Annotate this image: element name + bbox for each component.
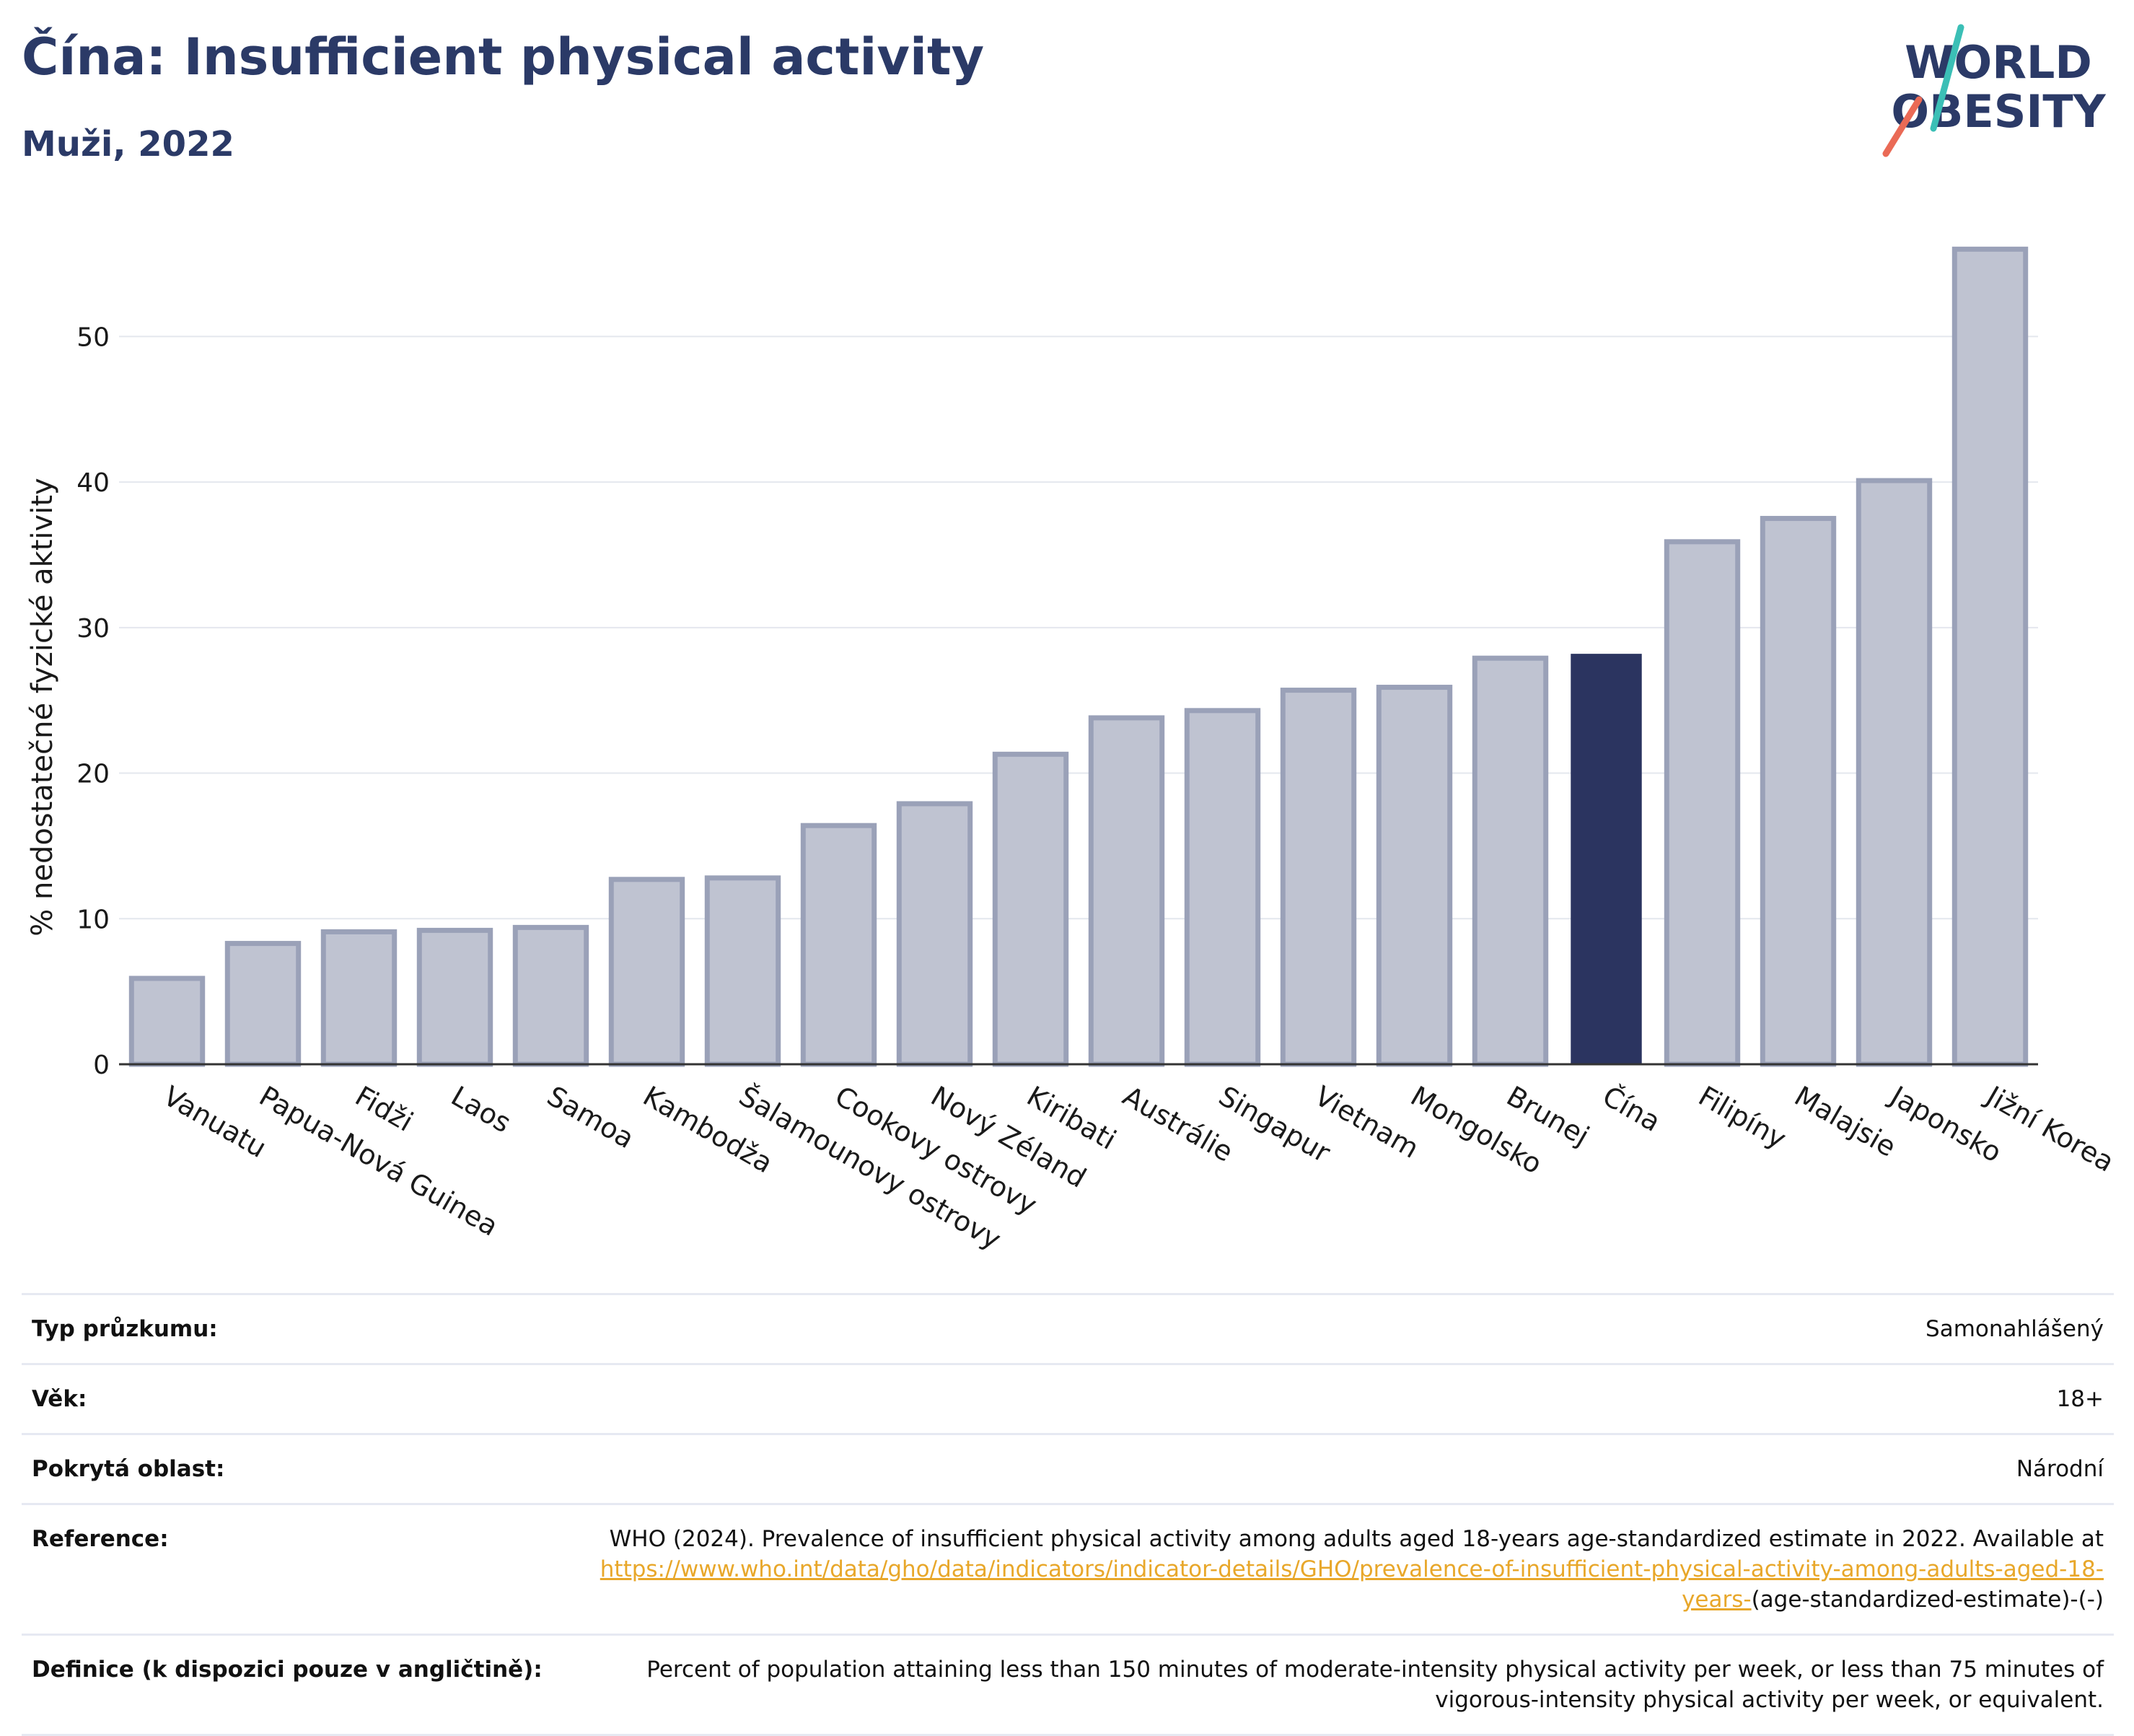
x-tick-label: Fidži: [350, 1080, 418, 1138]
y-tick-label: 0: [93, 1051, 110, 1080]
bars: [128, 246, 2029, 1067]
bar: [1184, 708, 1261, 1067]
info-value: Národní: [552, 1433, 2114, 1505]
logo-slash-coral: [1882, 96, 1923, 157]
info-value: 18+: [552, 1363, 2114, 1435]
x-tick-label: Jižní Korea: [1980, 1079, 2120, 1178]
info-key: Definice (k dispozici pouze v angličtině…: [22, 1634, 553, 1736]
bar: [1472, 655, 1549, 1067]
info-row-coverage: Pokrytá oblast: Národní: [22, 1433, 2114, 1505]
y-tick-label: 40: [76, 468, 110, 498]
bar: [896, 801, 973, 1067]
bar: [416, 927, 493, 1067]
x-tick-label: Samoa: [542, 1080, 639, 1155]
bar: [1376, 685, 1453, 1067]
y-tick-labels: 0 10 20 30 40 50: [76, 323, 110, 1080]
bar: [1664, 539, 1741, 1067]
world-obesity-logo: WORLD OBESITY: [1882, 24, 2107, 157]
info-value: Samonahlášený: [552, 1293, 2114, 1365]
info-value-reference: WHO (2024). Prevalence of insufficient p…: [552, 1503, 2114, 1636]
info-row-reference: Reference: WHO (2024). Prevalence of ins…: [22, 1503, 2114, 1636]
bar: [1280, 688, 1357, 1067]
info-value: Percent of population attaining less tha…: [552, 1634, 2114, 1736]
reference-text: WHO (2024). Prevalence of insufficient p…: [609, 1526, 2104, 1552]
reference-link[interactable]: https://www.who.int/data/gho/data/indica…: [600, 1556, 2104, 1613]
bar: [704, 875, 781, 1067]
y-tick-label: 30: [76, 614, 110, 644]
page-subtitle: Muži, 2022: [22, 124, 234, 165]
metadata-table: Typ průzkumu: Samonahlášený Věk: 18+ Pok…: [22, 1293, 2114, 1736]
bar: [1760, 516, 1837, 1067]
x-tick-label: Malajsie: [1789, 1080, 1902, 1163]
bar: [128, 976, 206, 1067]
x-tick-label: Laos: [446, 1080, 517, 1139]
y-tick-label: 20: [76, 760, 110, 789]
info-key: Věk:: [22, 1363, 553, 1435]
grid-lines: [119, 336, 2038, 920]
bar: [1088, 715, 1165, 1067]
x-tick-label: Čína: [1597, 1080, 1666, 1138]
info-row-definition: Definice (k dispozici pouze v angličtině…: [22, 1634, 2114, 1736]
logo-slash-teal: [1930, 24, 1964, 132]
bar: [1856, 478, 1933, 1067]
x-tick-label: Japonsko: [1884, 1079, 2007, 1169]
x-tick-label: Austrálie: [1118, 1080, 1239, 1168]
page-title: Čína: Insufficient physical activity: [22, 27, 985, 87]
bar: [608, 877, 685, 1067]
info-key: Pokrytá oblast:: [22, 1433, 553, 1505]
y-axis-title: % nedostatečné fyzické aktivity: [26, 478, 59, 936]
bar: [1951, 246, 2029, 1067]
bar: [224, 941, 302, 1067]
x-tick-label: Filipíny: [1693, 1080, 1791, 1155]
bar: [992, 751, 1069, 1067]
bar: [800, 823, 877, 1067]
info-row-survey-type: Typ průzkumu: Samonahlášený: [22, 1293, 2114, 1365]
y-tick-label: 50: [76, 323, 110, 352]
bar: [512, 924, 589, 1067]
y-tick-label: 10: [76, 905, 110, 934]
bar: [320, 929, 398, 1067]
x-tick-label: Vanuatu: [158, 1080, 272, 1164]
info-key: Typ průzkumu:: [22, 1293, 553, 1365]
logo-line2: OBESITY: [1891, 85, 2106, 138]
bar: [1571, 654, 1642, 1064]
reference-suffix: (age-standardized-estimate)-(-): [1751, 1587, 2104, 1613]
logo-line1: WORLD: [1905, 36, 2092, 89]
info-key: Reference:: [22, 1503, 553, 1636]
info-row-age: Věk: 18+: [22, 1363, 2114, 1435]
